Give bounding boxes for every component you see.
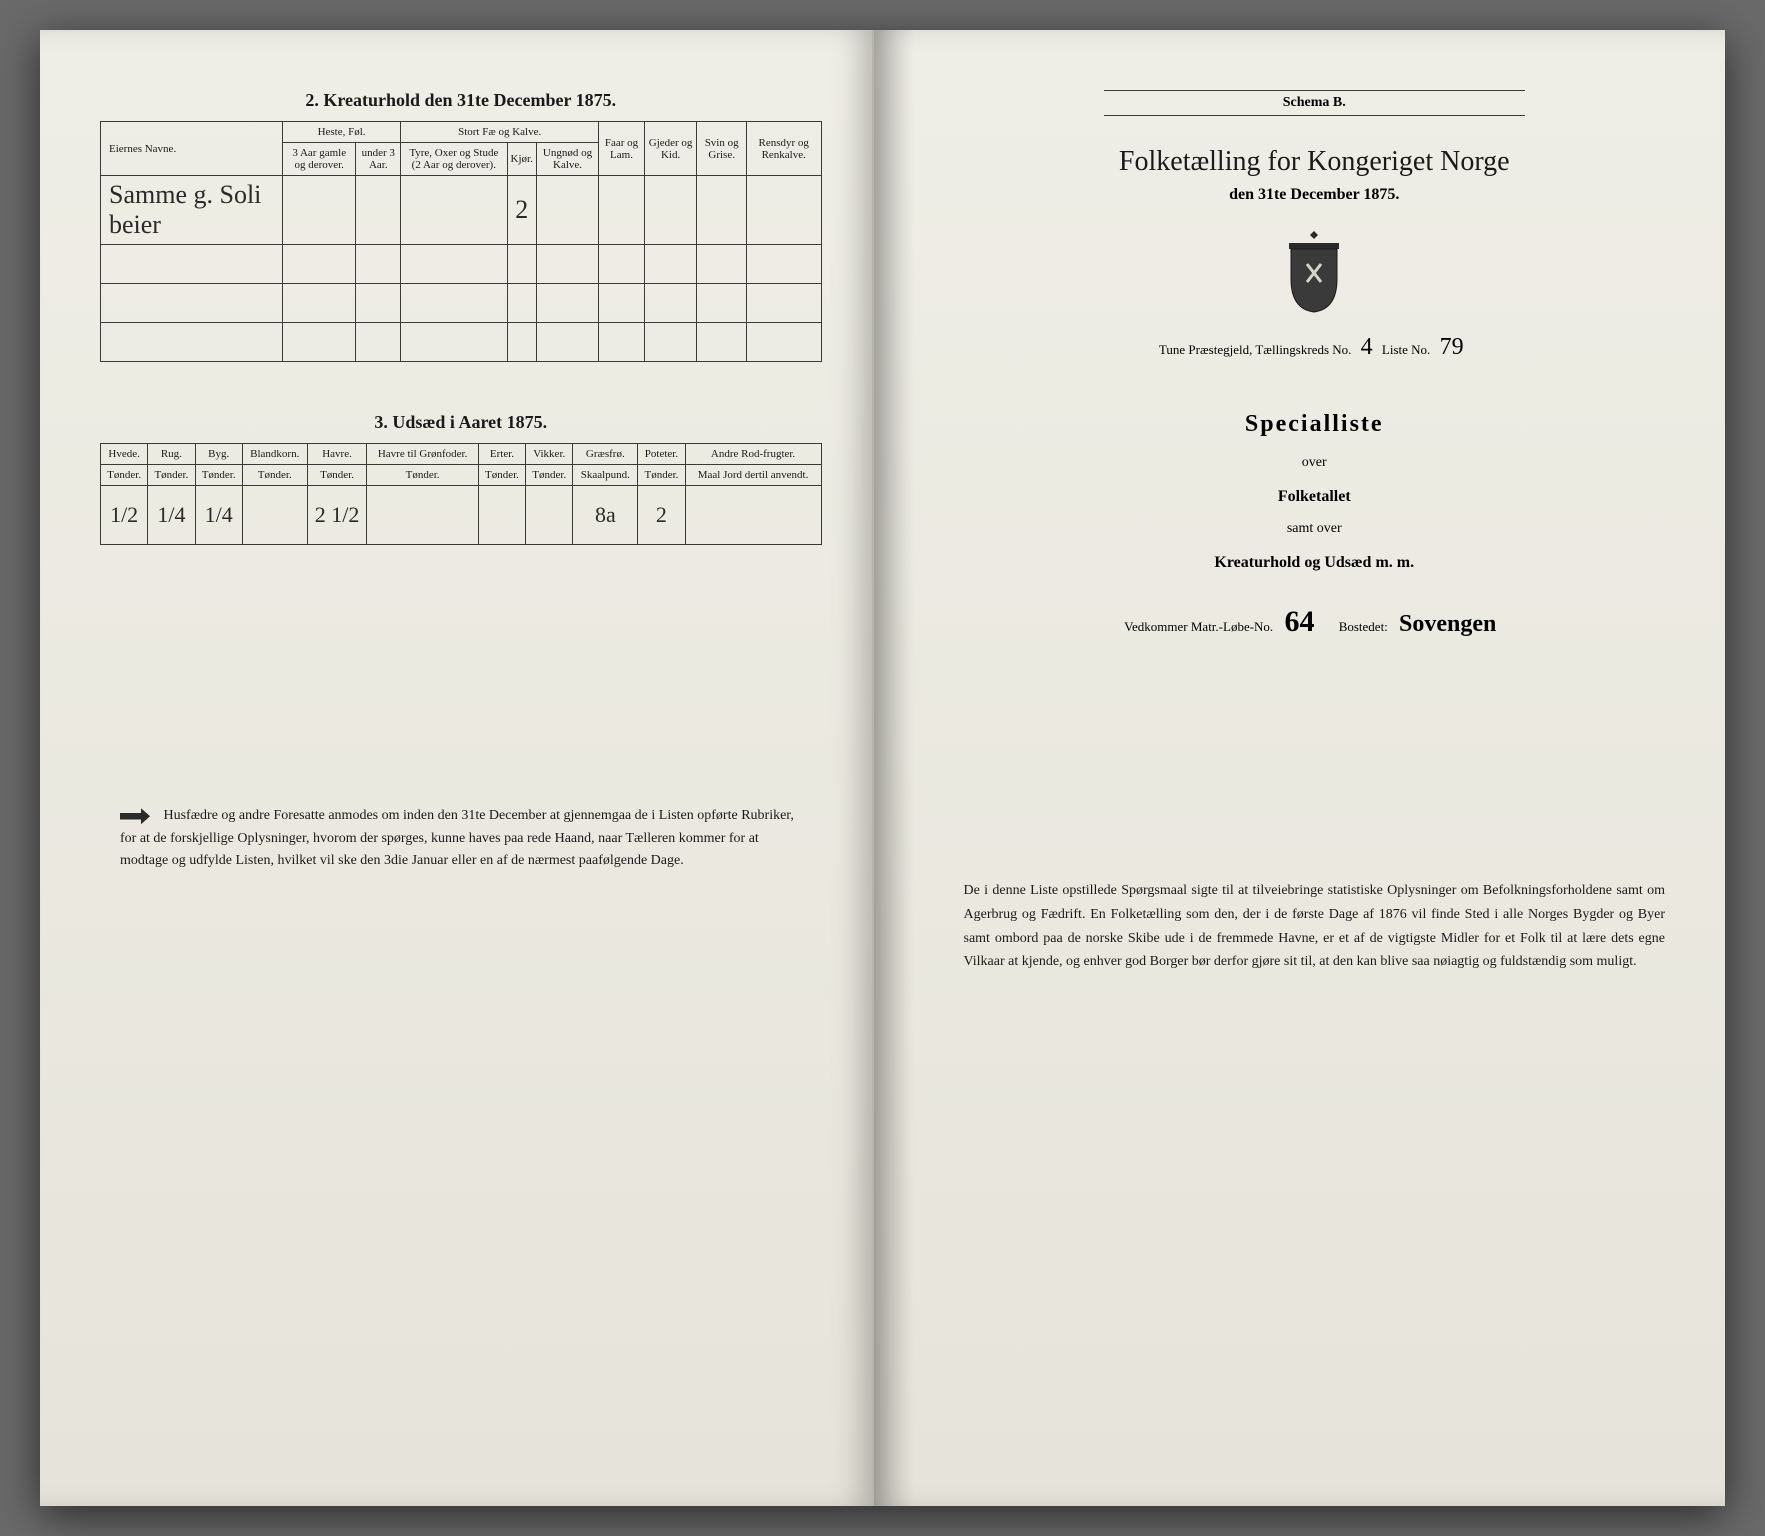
- th-heste-a: 3 Aar gamle og derover.: [283, 143, 356, 176]
- cell: [644, 176, 697, 245]
- th-fae-b: Kjør.: [507, 143, 536, 176]
- schema-label: Schema B.: [1104, 90, 1526, 116]
- cell: 8a: [573, 486, 638, 545]
- over-label: over: [954, 448, 1676, 479]
- th-unit: Tønder.: [307, 465, 367, 486]
- cell: [599, 176, 645, 245]
- kreatur-label: Kreaturhold og Udsæd m. m.: [954, 545, 1676, 580]
- cell: [367, 486, 478, 545]
- th: Havre til Grønfoder.: [367, 444, 478, 465]
- th-eier: Eiernes Navne.: [101, 122, 283, 176]
- sub-date: den 31te December 1875.: [954, 186, 1676, 204]
- cell: 2: [638, 486, 685, 545]
- section3-title: 3. Udsæd i Aaret 1875.: [100, 412, 822, 433]
- cell: [242, 486, 307, 545]
- table2-empty-row: [101, 245, 822, 284]
- cell: 1/2: [101, 486, 148, 545]
- th-unit: Tønder.: [195, 465, 242, 486]
- cell: [478, 486, 525, 545]
- th-unit: Tønder.: [638, 465, 685, 486]
- table2-empty-row: [101, 323, 822, 362]
- cell: [356, 176, 401, 245]
- ref-mid: Liste No.: [1382, 342, 1430, 357]
- th-gjeder: Gjeder og Kid.: [644, 122, 697, 176]
- th-unit: Tønder.: [478, 465, 525, 486]
- th-fae-group: Stort Fæ og Kalve.: [401, 122, 599, 143]
- th-unit: Skaalpund.: [573, 465, 638, 486]
- th: Andre Rod-frugter.: [685, 444, 821, 465]
- spine-shadow: [874, 30, 914, 1506]
- coat-of-arms-icon: [954, 229, 1676, 319]
- cell: [536, 176, 598, 245]
- cell: 2 1/2: [307, 486, 367, 545]
- th: Byg.: [195, 444, 242, 465]
- samt-label: samt over: [954, 514, 1676, 545]
- th-unit: Tønder.: [101, 465, 148, 486]
- th: Erter.: [478, 444, 525, 465]
- matr-line: Vedkommer Matr.-Løbe-No. 64 Bostedet: So…: [954, 605, 1676, 639]
- bosted-value: Sovengen: [1391, 611, 1504, 637]
- cell: [685, 486, 821, 545]
- th: Græsfrø.: [573, 444, 638, 465]
- th: Vikker.: [526, 444, 573, 465]
- cell: [697, 176, 747, 245]
- th-rensdyr: Rensdyr og Renkalve.: [746, 122, 821, 176]
- specialliste-heading: Specialliste: [954, 411, 1676, 438]
- th-fae-a: Tyre, Oxer og Stude (2 Aar og derover).: [401, 143, 507, 176]
- th-heste-group: Heste, Føl.: [283, 122, 401, 143]
- table2-data-row: Samme g. Soli beier 2: [101, 176, 822, 245]
- th-unit: Tønder.: [526, 465, 573, 486]
- pointer-icon: [120, 808, 150, 824]
- folketallet-label: Folketallet: [954, 479, 1676, 514]
- footer-text: Husfædre og andre Foresatte anmodes om i…: [120, 808, 794, 868]
- cell-eier: Samme g. Soli beier: [101, 176, 283, 245]
- section2-title: 2. Kreaturhold den 31te December 1875.: [100, 90, 822, 111]
- cell: 1/4: [148, 486, 195, 545]
- right-footer-note: De i denne Liste opstillede Spørgsmaal s…: [954, 879, 1676, 974]
- cell: [746, 176, 821, 245]
- table-kreaturhold: Eiernes Navne. Heste, Føl. Stort Fæ og K…: [100, 121, 822, 362]
- cell: [526, 486, 573, 545]
- th-fae-c: Ungnød og Kalve.: [536, 143, 598, 176]
- book-spread: 2. Kreaturhold den 31te December 1875. E…: [40, 30, 1725, 1506]
- th: Rug.: [148, 444, 195, 465]
- th-heste-b: under 3 Aar.: [356, 143, 401, 176]
- left-page: 2. Kreaturhold den 31te December 1875. E…: [40, 30, 874, 1506]
- matr-no-value: 64: [1276, 605, 1322, 638]
- cell-kjor: 2: [507, 176, 536, 245]
- table3-data-row: 1/2 1/4 1/4 2 1/2 8a 2: [101, 486, 822, 545]
- left-footer-note: Husfædre og andre Foresatte anmodes om i…: [100, 805, 822, 872]
- reference-line: Tune Præstegjeld, Tællingskreds No. 4 Li…: [954, 334, 1676, 361]
- cell: [283, 176, 356, 245]
- table3-units-row: Tønder. Tønder. Tønder. Tønder. Tønder. …: [101, 465, 822, 486]
- cell: [401, 176, 507, 245]
- th: Havre.: [307, 444, 367, 465]
- table3-header-row: Hvede. Rug. Byg. Blandkorn. Havre. Havre…: [101, 444, 822, 465]
- ref-liste-value: 79: [1434, 334, 1470, 360]
- table2-empty-row: [101, 284, 822, 323]
- ref-kreds-value: 4: [1355, 334, 1379, 360]
- right-page: Schema B. Folketælling for Kongeriget No…: [874, 30, 1726, 1506]
- table-udsaed: Hvede. Rug. Byg. Blandkorn. Havre. Havre…: [100, 443, 822, 545]
- ref-prefix: Tune Præstegjeld, Tællingskreds No.: [1159, 342, 1352, 357]
- center-block: over Folketallet samt over Kreaturhold o…: [954, 448, 1676, 580]
- th-faar: Faar og Lam.: [599, 122, 645, 176]
- matr-prefix: Vedkommer Matr.-Løbe-No.: [1124, 619, 1273, 634]
- th-unit: Tønder.: [148, 465, 195, 486]
- cell: 1/4: [195, 486, 242, 545]
- th-unit: Tønder.: [242, 465, 307, 486]
- th-unit: Maal Jord dertil anvendt.: [685, 465, 821, 486]
- th: Poteter.: [638, 444, 685, 465]
- th: Hvede.: [101, 444, 148, 465]
- main-title: Folketælling for Kongeriget Norge: [954, 146, 1676, 178]
- th: Blandkorn.: [242, 444, 307, 465]
- bosted-label: Bostedet:: [1339, 619, 1388, 634]
- th-unit: Tønder.: [367, 465, 478, 486]
- th-svin: Svin og Grise.: [697, 122, 747, 176]
